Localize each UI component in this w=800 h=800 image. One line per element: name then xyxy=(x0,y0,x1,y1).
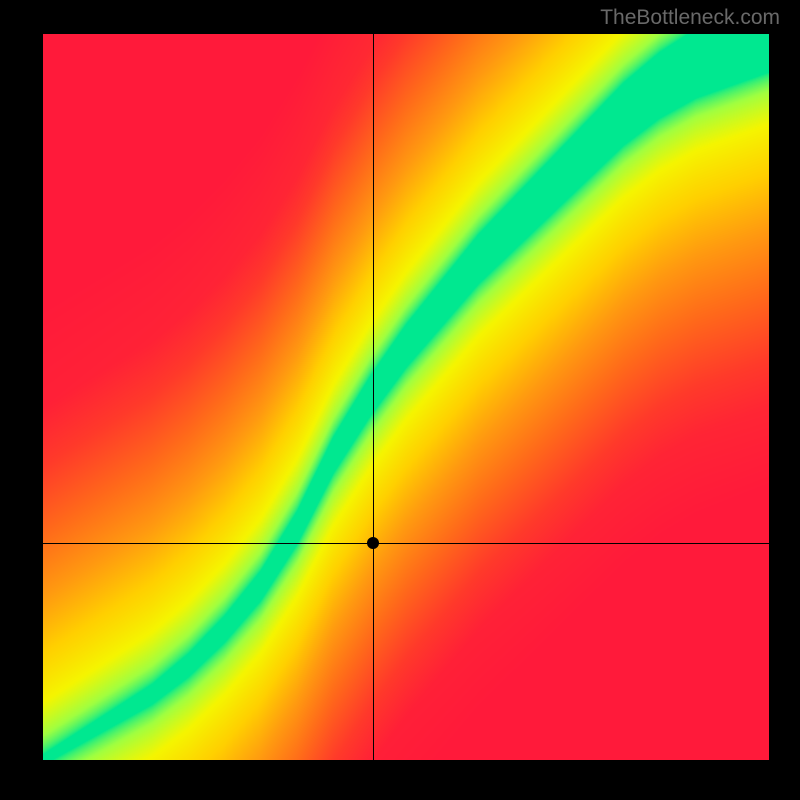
marker-dot xyxy=(367,537,379,549)
heatmap-plot xyxy=(43,34,769,760)
crosshair-horizontal xyxy=(43,543,769,544)
watermark-text: TheBottleneck.com xyxy=(600,6,780,30)
crosshair-vertical xyxy=(373,34,374,760)
heatmap-canvas xyxy=(43,34,769,760)
